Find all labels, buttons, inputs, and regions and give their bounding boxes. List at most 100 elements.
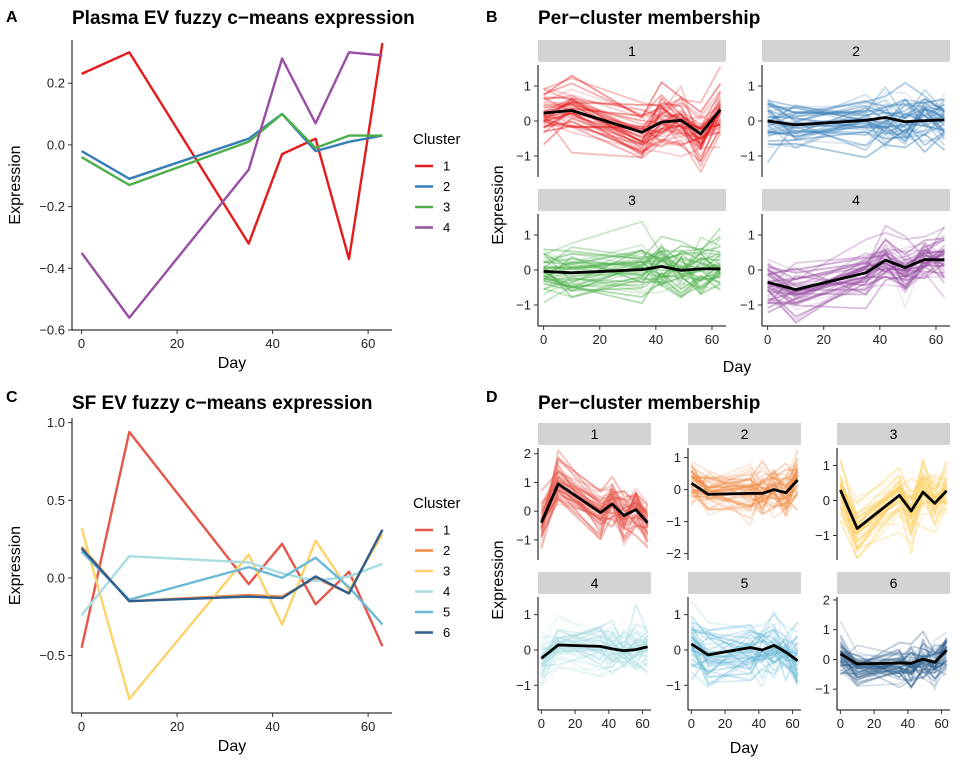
member-line — [543, 100, 722, 131]
member-line — [839, 486, 947, 560]
member-line — [840, 656, 948, 670]
panel-d: D Per−cluster membership Day Expression 1 −1 0… — [486, 389, 950, 757]
facet-strip — [762, 40, 950, 62]
member-line — [691, 621, 799, 650]
member-line — [543, 115, 721, 138]
member-line — [543, 102, 721, 143]
member-line — [540, 487, 649, 527]
member-line — [839, 477, 947, 542]
series-line-3 — [80, 112, 383, 187]
member-line — [543, 227, 722, 263]
member-line — [540, 638, 648, 668]
cluster-center-line — [839, 489, 948, 530]
chart-title: SF EV fuzzy c−means expression — [72, 393, 372, 414]
member-line — [540, 639, 648, 676]
y-tick-label: 1 — [674, 607, 681, 622]
member-line — [540, 473, 649, 512]
member-line — [840, 645, 948, 674]
panel-letter: A — [6, 9, 18, 26]
x-tick-label: 60 — [705, 332, 719, 347]
member-line — [543, 237, 721, 264]
member-line — [540, 630, 649, 666]
member-line — [690, 639, 799, 663]
member-line — [767, 109, 945, 140]
legend-label: 1 — [443, 159, 450, 174]
member-line — [690, 462, 799, 498]
member-line — [767, 103, 945, 136]
x-tick-label: 0 — [540, 332, 547, 347]
y-tick-label: 0.0 — [47, 570, 65, 585]
y-tick-label: −1 — [516, 149, 531, 164]
member-line — [690, 645, 798, 670]
member-line — [543, 102, 722, 152]
member-line — [540, 628, 648, 660]
member-line — [839, 642, 948, 663]
member-line — [691, 614, 798, 633]
member-line — [543, 255, 721, 290]
member-line — [543, 103, 722, 149]
member-line — [691, 474, 799, 492]
y-tick-label: −0.6 — [39, 323, 65, 338]
member-line — [543, 220, 721, 283]
member-line — [543, 66, 722, 108]
member-line — [767, 252, 945, 301]
member-line — [767, 118, 945, 149]
member-line — [540, 627, 649, 660]
member-line — [543, 109, 721, 142]
member-line — [543, 116, 721, 134]
member-line — [839, 640, 948, 669]
legend-label: 4 — [443, 584, 450, 599]
member-line — [542, 265, 721, 299]
member-line — [767, 98, 945, 118]
member-line — [543, 282, 721, 295]
member-line — [839, 458, 948, 544]
x-tick-label: 40 — [265, 719, 279, 734]
facet-strip — [688, 572, 801, 594]
facet-members — [839, 458, 948, 560]
y-tick-label: 1 — [524, 79, 531, 94]
member-line — [767, 106, 945, 135]
member-line — [690, 466, 799, 499]
member-line — [691, 464, 799, 500]
member-line — [839, 646, 948, 675]
facet-strip-label: 3 — [628, 192, 636, 208]
member-line — [543, 256, 721, 285]
member-line — [767, 249, 945, 294]
legend-label: 1 — [443, 523, 450, 538]
cluster-center-line — [540, 643, 648, 660]
member-line — [691, 449, 799, 508]
member-line — [690, 631, 799, 688]
y-axis-title: Expression — [7, 526, 24, 605]
member-line — [690, 467, 799, 509]
member-line — [839, 482, 948, 549]
member-line — [767, 226, 945, 281]
y-tick-label: 1 — [524, 228, 531, 243]
member-line — [840, 664, 948, 688]
member-line — [839, 620, 948, 664]
member-line — [767, 106, 946, 135]
member-line — [543, 96, 722, 151]
legend-label: 2 — [443, 543, 450, 558]
member-line — [767, 128, 946, 159]
member-line — [543, 251, 721, 291]
member-line — [691, 478, 799, 518]
member-line — [839, 640, 948, 670]
member-line — [543, 272, 721, 304]
member-line — [540, 629, 649, 667]
member-line — [767, 118, 945, 139]
member-line — [540, 494, 649, 535]
x-axis-title: Day — [218, 355, 246, 372]
member-line — [540, 488, 649, 549]
y-tick-label: 0 — [748, 263, 755, 278]
member-line — [767, 259, 945, 308]
member-line — [543, 106, 721, 133]
member-line — [766, 104, 945, 141]
member-line — [690, 460, 799, 491]
member-line — [543, 250, 721, 275]
member-line — [540, 644, 649, 676]
member-line — [543, 235, 721, 260]
member-line — [540, 456, 649, 527]
member-line — [543, 102, 722, 153]
member-line — [543, 267, 721, 297]
member-line — [767, 271, 946, 299]
